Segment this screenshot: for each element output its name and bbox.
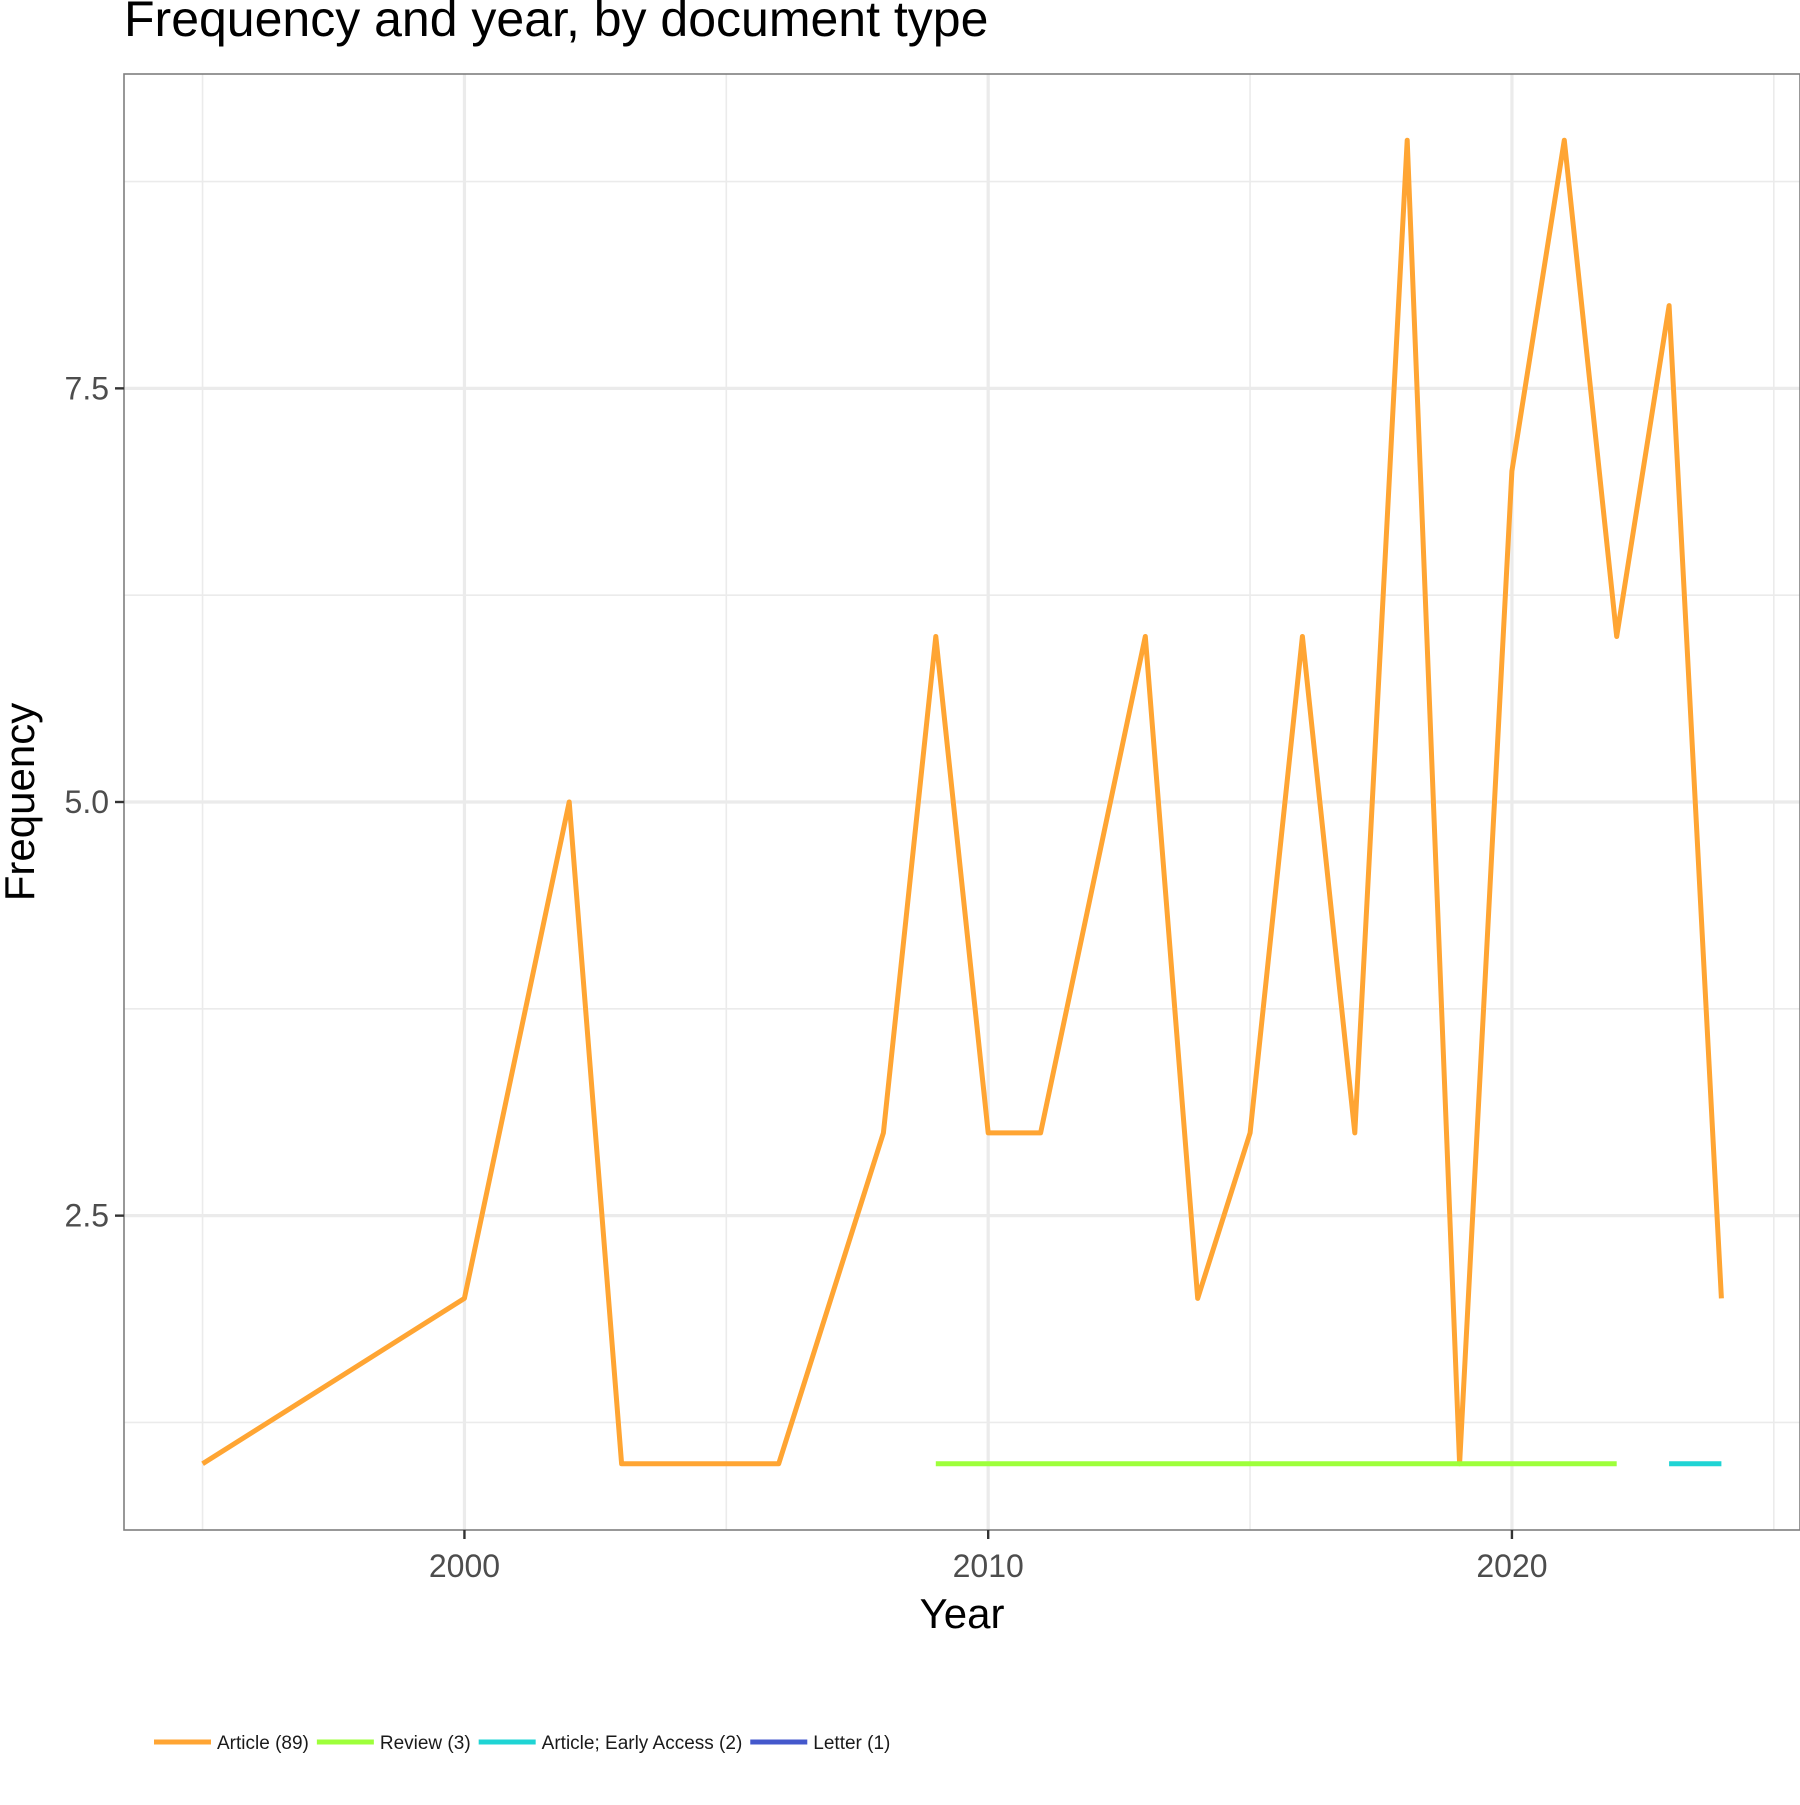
- y-axis-title: Frequency: [0, 703, 43, 901]
- grid: [124, 74, 1800, 1530]
- x-tick-label-0: 2000: [429, 1548, 500, 1584]
- y-tick-label-1: 5.0: [65, 784, 109, 820]
- legend-label-3: Letter (1): [813, 1733, 890, 1754]
- legend: Article (89) Review (3) Article; Early Acc…: [154, 1733, 890, 1754]
- series-line-0: [201, 137, 1724, 1467]
- x-tick-label-2: 2020: [1476, 1548, 1547, 1584]
- legend-label-2: Article; Early Access (2): [542, 1733, 743, 1754]
- series-lines: [201, 137, 1724, 1467]
- axis-ticks: 2000 2010 2020 2.5 5.0 7.5: [65, 370, 1548, 1584]
- x-axis-title: Year: [920, 1590, 1005, 1637]
- chart-title: Frequency and year, by document type: [124, 0, 988, 47]
- y-tick-label-0: 2.5: [65, 1198, 109, 1234]
- x-tick-label-1: 2010: [953, 1548, 1024, 1584]
- legend-label-0: Article (89): [217, 1733, 309, 1754]
- y-tick-label-2: 7.5: [65, 370, 109, 406]
- legend-label-1: Review (3): [380, 1733, 471, 1754]
